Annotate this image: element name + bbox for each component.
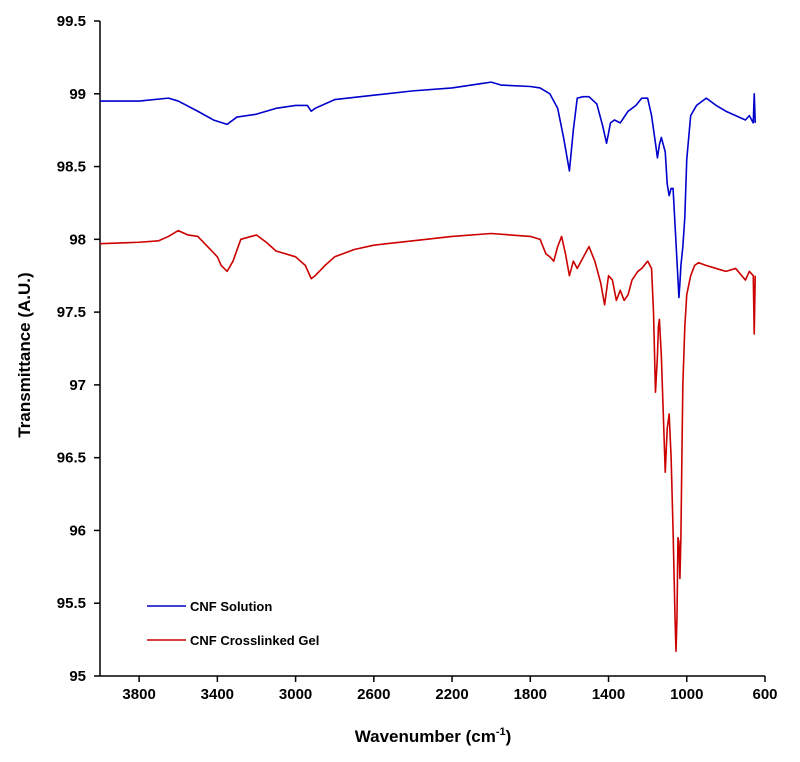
x-tick-label: 1400 [592, 686, 625, 703]
x-tick-label: 3000 [279, 686, 312, 703]
legend-label-1: CNF Crosslinked Gel [190, 633, 319, 648]
y-tick-label: 97 [69, 377, 86, 394]
y-axis-ticks: 95 95.5 96 96.5 97 97.5 98 98.5 99 99.5 [57, 13, 100, 685]
series-line-0 [100, 81, 757, 299]
y-tick-label: 95 [69, 668, 86, 685]
y-axis-title: Transmittance (A.U.) [15, 272, 34, 437]
series-line-1 [99, 229, 757, 653]
x-axis-title-close: ) [506, 727, 512, 746]
series-layer [99, 81, 757, 653]
x-axis-title-superscript: -1 [496, 726, 506, 738]
x-tick-label: 2600 [357, 686, 390, 703]
y-tick-label: 98 [69, 231, 86, 248]
y-tick-label: 95.5 [57, 595, 86, 612]
x-tick-label: 1000 [670, 686, 703, 703]
y-tick-label: 96 [69, 522, 86, 539]
x-tick-label: 3400 [201, 686, 234, 703]
y-tick-label: 99.5 [57, 13, 86, 30]
x-tick-label: 3800 [122, 686, 155, 703]
x-tick-label: 600 [752, 686, 777, 703]
y-tick-label: 99 [69, 86, 86, 103]
x-axis-title: Wavenumber (cm-1) [355, 726, 512, 746]
x-axis-ticks: 3800 3400 3000 2600 2200 1800 1400 1000 600 [122, 676, 778, 703]
y-tick-label: 96.5 [57, 450, 86, 467]
x-tick-label: 2200 [435, 686, 468, 703]
legend: CNF Solution CNF Crosslinked Gel [147, 599, 319, 648]
x-tick-label: 1800 [514, 686, 547, 703]
x-axis-title-main: Wavenumber (cm [355, 727, 496, 746]
y-tick-label: 97.5 [57, 304, 86, 321]
legend-label-0: CNF Solution [190, 599, 272, 614]
y-tick-label: 98.5 [57, 159, 86, 176]
